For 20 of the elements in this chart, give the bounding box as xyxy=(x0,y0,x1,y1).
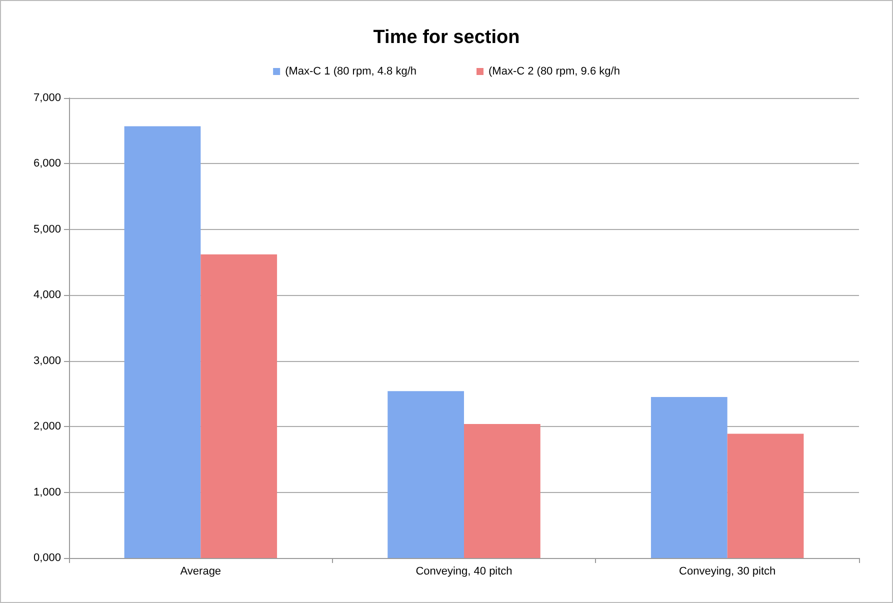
chart-title: Time for section xyxy=(373,27,520,48)
bar xyxy=(200,254,278,558)
y-tick-label: 2,000 xyxy=(33,420,61,433)
x-tick-label: Average xyxy=(180,566,222,578)
y-tick-label: 6,000 xyxy=(33,158,61,170)
bar xyxy=(464,424,540,558)
legend-label: (Max-C 2 (80 rpm, 9.6 kg/h xyxy=(488,66,620,78)
bar xyxy=(650,397,728,558)
legend-label: (Max-C 1 (80 rpm, 4.8 kg/h xyxy=(285,66,417,78)
y-tick-label: 7,000 xyxy=(33,92,61,104)
y-tick-label: 3,000 xyxy=(33,354,61,367)
y-tick-label: 1,000 xyxy=(33,486,61,498)
x-tick-label: Conveying, 40 pitch xyxy=(416,566,512,578)
y-tick-label: 4,000 xyxy=(33,289,61,302)
bar xyxy=(124,126,201,558)
x-tick-label: Conveying, 30 pitch xyxy=(679,566,776,578)
y-tick-label: 0,000 xyxy=(33,552,61,564)
y-tick-label: 5,000 xyxy=(33,223,61,236)
bar xyxy=(388,391,464,558)
bar xyxy=(727,434,804,558)
